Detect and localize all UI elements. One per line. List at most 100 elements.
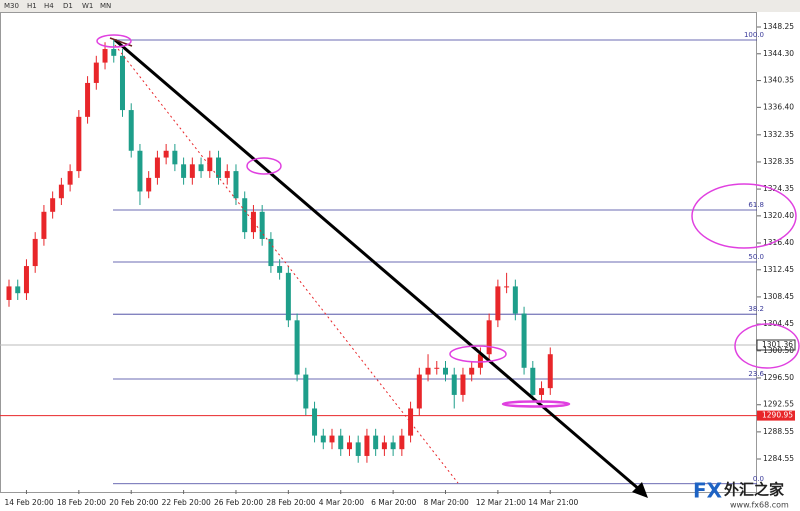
trendline [114, 38, 641, 492]
candle-body [137, 150, 143, 192]
y-tick-label: 1324.35 [763, 184, 794, 193]
candle-body [303, 374, 309, 409]
candle-body [93, 62, 99, 83]
candle-body [216, 157, 222, 178]
y-tick-label: 1292.55 [763, 400, 794, 409]
fib-label: 0.0 [753, 475, 764, 483]
x-tick-label: 14 Mar 21:00 [528, 498, 578, 507]
candle-body [486, 320, 492, 355]
candle-body [399, 435, 405, 450]
candle-body [189, 164, 195, 178]
candle-body [539, 388, 545, 395]
candle-body [381, 442, 387, 450]
candle-body [32, 238, 38, 267]
candle-body [6, 286, 12, 300]
fib-label: 23.6 [748, 370, 764, 378]
ellipse [734, 323, 800, 369]
candle-body [443, 367, 448, 375]
candle-body [163, 150, 169, 158]
candle-body [15, 286, 21, 294]
ellipse [691, 183, 797, 249]
candle-body [67, 171, 73, 185]
x-tick-label: 4 Mar 20:00 [319, 498, 365, 507]
y-tick-label: 1288.55 [763, 427, 794, 436]
candle-body [512, 286, 518, 314]
x-tick-label: 14 Feb 20:00 [4, 498, 53, 507]
candle-body [294, 320, 300, 375]
candle-body [233, 171, 239, 199]
candle-body [425, 367, 431, 375]
candle-body [277, 266, 283, 273]
candle-body [416, 374, 422, 409]
alert-box [757, 410, 795, 421]
candle-body [547, 354, 553, 389]
y-tick-label: 1336.40 [763, 102, 794, 111]
candle-body [390, 442, 396, 450]
x-tick-label: 26 Feb 20:00 [214, 498, 263, 507]
candle-body [119, 55, 125, 111]
candle-body [181, 164, 187, 178]
highlights [96, 34, 800, 408]
x-tick-label: 8 Mar 20:00 [424, 498, 470, 507]
arrow-head [632, 482, 648, 498]
candle-body [102, 49, 108, 63]
candle-body [434, 367, 440, 369]
candle-body [504, 286, 510, 288]
watermark-url: www.fx68.com [730, 501, 789, 510]
x-tick-label: 28 Feb 20:00 [266, 498, 315, 507]
y-tick-label: 1348.25 [763, 22, 794, 31]
candle-body [224, 171, 230, 178]
y-tick-label: 1340.35 [763, 76, 794, 85]
ellipse [96, 34, 132, 48]
current-price-label: 1301.36 [762, 340, 793, 349]
candle-body [207, 157, 213, 172]
y-tick-label: 1300.50 [763, 346, 794, 355]
x-tick-label: 18 Feb 20:00 [57, 498, 106, 507]
x-tick-label: 20 Feb 20:00 [109, 498, 158, 507]
y-tick-label: 1308.45 [763, 292, 794, 301]
candle-body [198, 164, 204, 172]
candle-body [373, 435, 379, 450]
timeframe-button[interactable]: M30 [4, 2, 19, 10]
ellipse [246, 157, 282, 175]
timeframe-button[interactable]: W1 [82, 2, 93, 10]
candle-body [530, 367, 536, 395]
timeframe-button[interactable]: H1 [27, 2, 37, 10]
candle-body [268, 238, 274, 267]
candle-body [312, 408, 318, 436]
timeframe-button[interactable]: D1 [63, 2, 73, 10]
candle-body [521, 313, 527, 368]
x-tick-label: 12 Mar 21:00 [476, 498, 526, 507]
candle-body [329, 435, 335, 443]
y-tick-label: 1328.35 [763, 157, 794, 166]
candle-body [355, 442, 361, 456]
candle-body [320, 435, 326, 443]
fib-label: 61.8 [748, 201, 764, 209]
y-tick-label: 1332.35 [763, 130, 794, 139]
candle-body [364, 435, 370, 456]
candle-body [285, 272, 291, 321]
candle-body [242, 198, 248, 233]
candle-body [50, 198, 56, 212]
candle-body [76, 116, 82, 172]
candle-body [259, 211, 265, 239]
candle-body [338, 435, 344, 450]
candle-body [58, 184, 64, 199]
watermark-brand: FX [693, 479, 723, 503]
fib-label: 100.0 [744, 31, 764, 39]
fib-label: 50.0 [748, 253, 764, 261]
timeframe-button[interactable]: MN [100, 2, 111, 10]
candle-body [85, 82, 91, 117]
candle-body [146, 177, 152, 192]
candle-body [451, 374, 457, 395]
timeframe-button[interactable]: H4 [44, 2, 54, 10]
y-tick-label: 1344.30 [763, 49, 794, 58]
candle-body [460, 374, 466, 395]
fib-label: 38.2 [748, 305, 764, 313]
watermark-name: 外汇之家 [723, 481, 784, 499]
ellipse [501, 400, 571, 408]
alert-label: 1290.95 [762, 411, 793, 420]
candle-body [154, 157, 160, 178]
y-tick-label: 1304.45 [763, 319, 794, 328]
dotted-trendline [114, 44, 459, 484]
